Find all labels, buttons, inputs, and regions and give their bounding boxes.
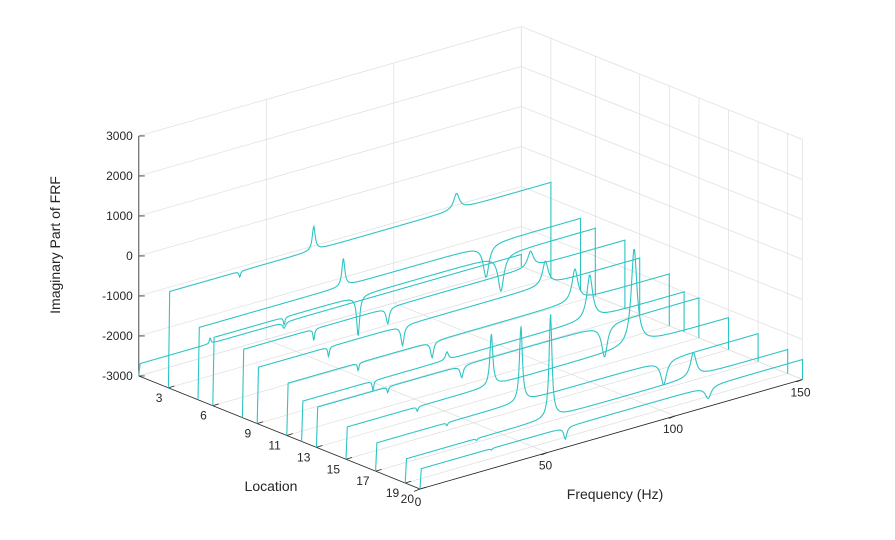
axes-layer: 0 50 100 150 3 6 9 11 13 15 17 19 20 3000 2000 1000 0 -10… <box>102 129 811 509</box>
y-tick-mark <box>316 445 323 448</box>
y-tick-label: 15 <box>327 462 341 476</box>
grid-layer <box>138 26 803 490</box>
series-line <box>315 297 700 448</box>
y-tick-label: 20 <box>401 492 415 506</box>
side-wall-gridline-z <box>521 26 803 140</box>
y-tick-mark <box>375 468 382 472</box>
x-tick-label: 100 <box>663 422 683 436</box>
floor-gridline-location <box>168 278 551 389</box>
y-tick-label: 13 <box>297 450 311 464</box>
side-wall-gridline-z <box>521 66 803 180</box>
y-tick-mark <box>345 457 353 460</box>
y-tick-mark <box>257 421 264 424</box>
series-location-8 <box>241 239 626 418</box>
x-tick-label: 50 <box>539 459 553 473</box>
series-location-1 <box>138 253 522 376</box>
series-line <box>241 239 626 418</box>
series-location-9 <box>256 257 641 424</box>
side-wall-gridline-z <box>521 146 803 260</box>
back-wall-gridline-z <box>138 226 522 337</box>
back-wall-gridline-z <box>138 66 522 177</box>
floor-gridline-location <box>316 337 699 448</box>
labels-layer: Frequency (Hz) Location Imaginary Part o… <box>47 176 663 502</box>
y-tick-mark <box>405 480 412 484</box>
z-axis-label: Imaginary Part of FRF <box>47 176 63 314</box>
x-tick-mark <box>413 488 421 492</box>
series-line <box>301 274 685 442</box>
x-tick-mark <box>796 379 803 383</box>
y-tick-label: 17 <box>356 474 370 488</box>
floor-gridline-freq <box>266 339 548 453</box>
x-tick-label: 0 <box>415 495 422 509</box>
floor-gridline-location <box>257 313 640 424</box>
series-location-3 <box>167 181 552 388</box>
y-tick-mark <box>212 403 219 407</box>
series-line <box>138 253 522 376</box>
series-location-19 <box>404 314 789 484</box>
series-line <box>286 268 670 436</box>
y-tick-label: 11 <box>268 438 281 452</box>
side-wall-gridline-z <box>521 226 803 340</box>
series-line <box>419 358 804 490</box>
back-wall-gridline-z <box>138 266 522 377</box>
floor-gridline-location <box>345 349 729 460</box>
y-tick-label: 19 <box>386 486 400 500</box>
x-tick-mark <box>668 415 676 419</box>
z-tick-label: -1000 <box>102 289 133 303</box>
series-location-5 <box>197 217 582 400</box>
x-axis-line <box>419 379 803 490</box>
z-tick-label: 3000 <box>106 129 133 143</box>
y-axis-label: Location <box>245 478 298 494</box>
y-tick-mark <box>419 486 427 490</box>
side-wall-gridline-z <box>521 186 803 300</box>
y-tick-mark <box>286 433 293 436</box>
series-location-6 <box>212 227 596 406</box>
x-tick-label: 150 <box>790 386 810 400</box>
y-tick-label: 3 <box>156 391 163 405</box>
series-line <box>167 181 552 388</box>
series-location-17 <box>375 326 759 472</box>
x-axis-label: Frequency (Hz) <box>567 486 663 502</box>
back-wall-gridline-z <box>138 106 522 217</box>
back-wall-gridline-z <box>138 186 522 297</box>
z-tick-label: 1000 <box>106 209 133 223</box>
series-location-20 <box>419 358 804 490</box>
z-tick-label: 2000 <box>106 169 133 183</box>
series-line <box>404 314 789 484</box>
y-axis-line <box>138 375 421 490</box>
z-tick-label: -3000 <box>102 369 133 383</box>
floor-gridline-location <box>212 295 596 407</box>
y-tick-label: 9 <box>245 427 252 441</box>
series-location-13 <box>315 297 700 448</box>
series-line <box>345 249 730 460</box>
back-wall-gridline-z <box>138 26 522 137</box>
y-tick-label: 6 <box>200 409 207 423</box>
series-line <box>197 217 582 400</box>
floor-gridline-location <box>405 373 788 484</box>
series-location-15 <box>345 249 730 460</box>
series-line <box>212 227 596 406</box>
floor-gridline-location <box>286 325 670 436</box>
series-line <box>256 257 641 424</box>
y-tick-mark <box>168 385 175 389</box>
side-wall-gridline-z <box>521 106 803 220</box>
series-location-11 <box>286 268 670 436</box>
series-layer <box>138 181 804 490</box>
x-tick-mark <box>541 452 548 456</box>
side-wall-gridline-z <box>521 266 803 380</box>
back-wall-gridline-z <box>138 146 522 257</box>
z-tick-label: -2000 <box>102 329 133 343</box>
z-tick-label: 0 <box>126 249 133 263</box>
series-location-12 <box>301 274 685 442</box>
floor-gridline-freq <box>393 302 676 417</box>
floor-gridline-location <box>375 361 759 472</box>
series-line <box>375 326 759 472</box>
